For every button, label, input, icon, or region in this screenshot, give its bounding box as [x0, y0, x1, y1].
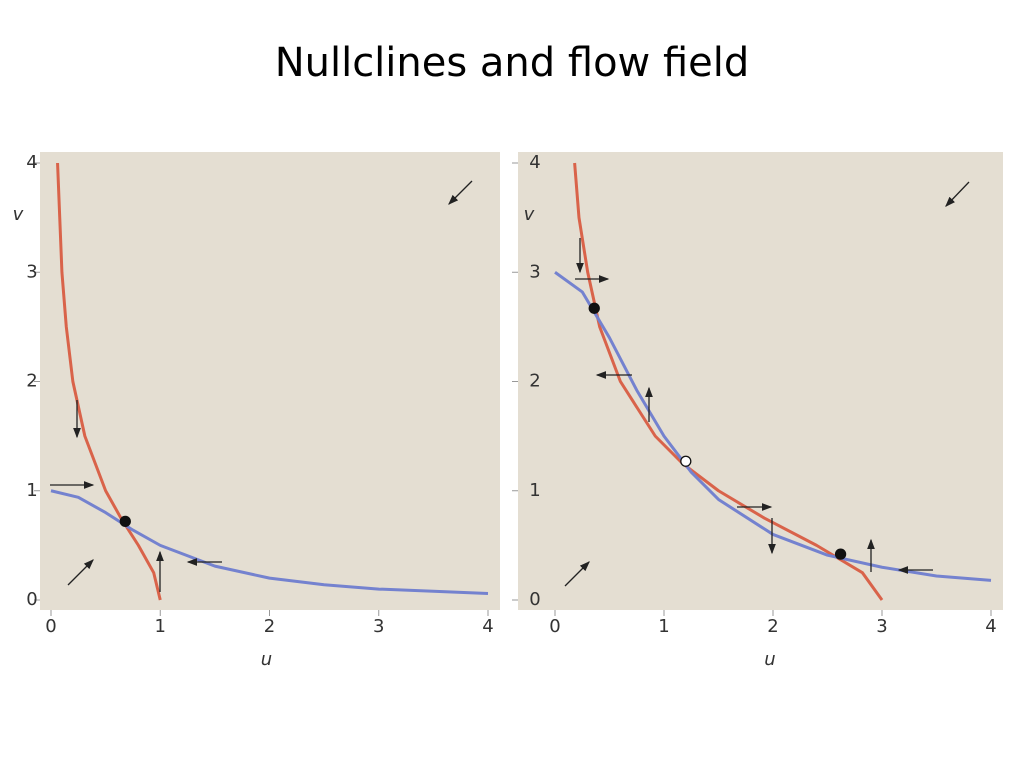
y-tick-label: 1 [529, 480, 540, 501]
plot-background [518, 152, 1003, 610]
x-tick-label: 4 [985, 616, 996, 637]
plot-background [40, 152, 500, 610]
y-tick-label: 4 [26, 152, 37, 173]
y-tick-label: 2 [26, 371, 37, 392]
x-tick-label: 1 [658, 616, 669, 637]
y-tick-label: 3 [529, 261, 540, 282]
nullcline [573, 162, 884, 601]
y-tick-label: 2 [529, 371, 540, 392]
flow-arrow [448, 180, 473, 205]
x-axis-label: u [261, 649, 272, 670]
x-axis-label: u [764, 649, 775, 670]
x-tick-label: 4 [482, 616, 493, 637]
y-axis-label: v [13, 204, 24, 225]
y-tick-label: 4 [529, 152, 540, 173]
fixed-point [834, 548, 847, 560]
y-axis-label: v [524, 204, 535, 225]
nullcline [554, 271, 992, 582]
flow-arrow [67, 559, 94, 586]
x-tick-label: 0 [549, 616, 560, 637]
y-tick-label: 0 [529, 589, 540, 610]
fixed-point [680, 455, 692, 467]
x-tick-label: 2 [264, 616, 275, 637]
x-tick-label: 3 [876, 616, 887, 637]
y-tick-label: 3 [26, 261, 37, 282]
nullcline [50, 489, 489, 595]
y-tick-label: 0 [26, 589, 37, 610]
slide-title: Nullclines and flow field [275, 40, 750, 86]
flow-arrow [564, 561, 590, 587]
x-tick-label: 1 [155, 616, 166, 637]
nullcline [56, 162, 162, 601]
y-tick-label: 1 [26, 480, 37, 501]
x-tick-label: 3 [373, 616, 384, 637]
x-tick-label: 2 [767, 616, 778, 637]
x-tick-label: 0 [45, 616, 56, 637]
flow-arrow [945, 181, 970, 207]
fixed-point [588, 302, 600, 314]
fixed-point [119, 515, 131, 527]
